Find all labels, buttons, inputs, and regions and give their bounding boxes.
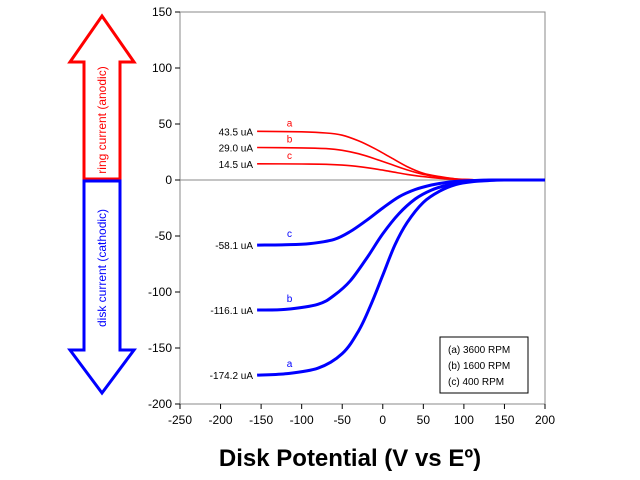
- y-tick-label: 0: [165, 173, 172, 187]
- y-tick-label: -150: [148, 341, 172, 355]
- x-tick-label: -100: [290, 413, 314, 427]
- ring-curve-c: [257, 163, 545, 181]
- x-tick-label: -250: [168, 413, 192, 427]
- plot-frame: [179, 11, 546, 405]
- ring-arrow-label: ring current (anodic): [95, 66, 109, 173]
- x-tick-label: 0: [379, 413, 386, 427]
- ring-value-label-b: 29.0 uA: [219, 144, 254, 155]
- legend-entry-b: (b) 1600 RPM: [448, 361, 510, 372]
- x-tick-label: -50: [334, 413, 352, 427]
- x-tick-label: -150: [249, 413, 273, 427]
- disk-arrow-shape: [67, 179, 137, 396]
- ring-value-label-c: 14.5 uA: [219, 160, 254, 171]
- y-tick-label: -50: [155, 229, 173, 243]
- disk-value-label-a: -174.2 uA: [210, 371, 254, 382]
- y-tick-label: 150: [152, 5, 172, 19]
- legend: (a) 3600 RPM (b) 1600 RPM (c) 400 RPM: [439, 336, 529, 394]
- legend-entry-a: (a) 3600 RPM: [448, 345, 510, 356]
- x-tick-label: 100: [454, 413, 474, 427]
- y-tick-label: 100: [152, 61, 172, 75]
- x-axis-label: Disk Potential (V vs Eº): [219, 445, 481, 472]
- ring-letter-label-a: a: [287, 118, 293, 129]
- ring-current-arrow: ring current (anodic): [67, 13, 137, 181]
- disk-value-label-b: -116.1 uA: [210, 306, 253, 317]
- disk-letter-label-c: c: [287, 229, 292, 240]
- plot-area: -200 -150 -100 -50 0 50 100 150 -250 -200 -150 -100…: [148, 5, 555, 427]
- ring-letter-label-c: c: [287, 151, 292, 162]
- x-tick-label: 50: [417, 413, 431, 427]
- disk-arrow-label: disk current (cathodic): [95, 209, 109, 327]
- y-tick-label: -200: [148, 397, 172, 411]
- y-tick-label: -100: [148, 285, 172, 299]
- legend-entry-c: (c) 400 RPM: [448, 377, 504, 388]
- y-tick-label: 50: [159, 117, 173, 131]
- legend-box: [439, 336, 529, 394]
- disk-letter-label-b: b: [287, 294, 293, 305]
- disk-letter-label-a: a: [287, 359, 293, 370]
- ring-value-label-a: 43.5 uA: [219, 127, 254, 138]
- ring-letter-label-b: b: [287, 135, 293, 146]
- disk-curve-c: [257, 178, 545, 247]
- ring-arrow-shape: [67, 13, 137, 181]
- x-tick-label: -200: [209, 413, 233, 427]
- disk-current-arrow: disk current (cathodic): [67, 179, 137, 396]
- disk-value-label-c: -58.1 uA: [215, 241, 253, 252]
- x-tick-label: 200: [535, 413, 555, 427]
- x-tick-label: 150: [494, 413, 514, 427]
